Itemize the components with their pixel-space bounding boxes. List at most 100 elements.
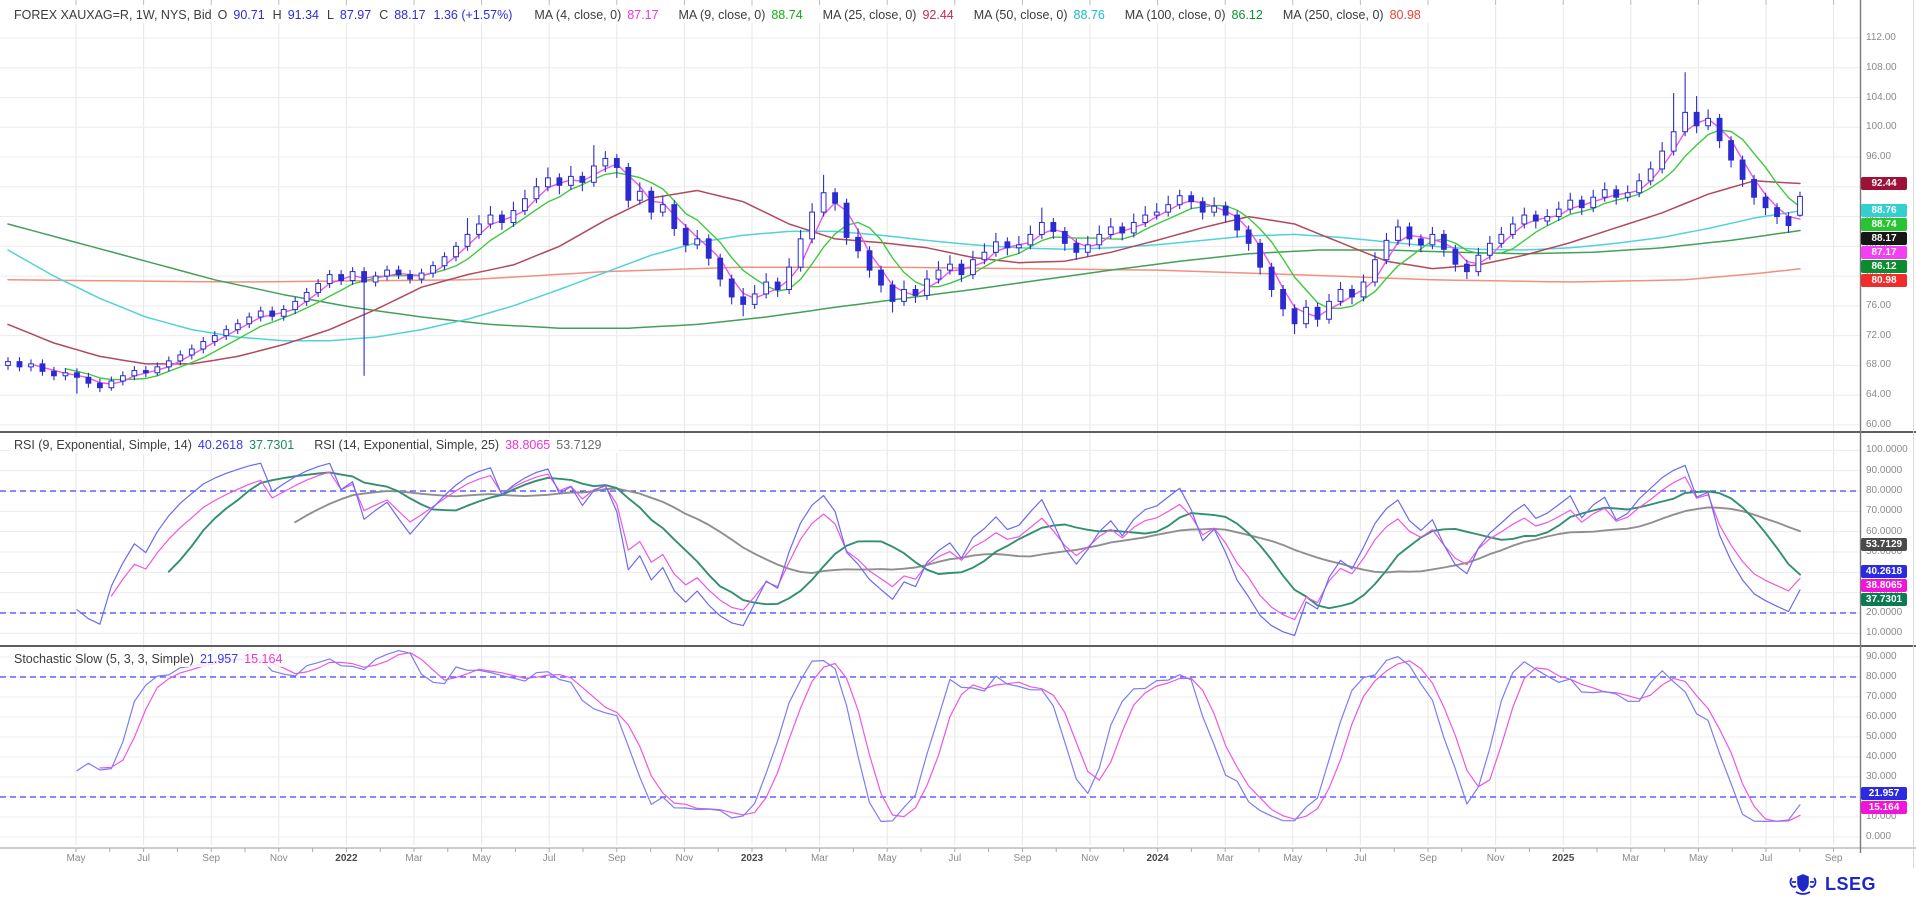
candle-body [1360,281,1367,298]
candle-body [1004,241,1011,249]
candle-body [1038,222,1045,235]
candle-body [1268,266,1275,290]
price-tick-label: 104.00 [1866,91,1897,103]
candle-body [1130,222,1137,234]
candle-body [1521,214,1528,225]
candle-body [1705,117,1712,127]
candle-body [613,158,620,168]
price-badge: 86.12 [1861,260,1907,274]
rsi-legend-value: 37.7301 [249,438,295,452]
candle-body [981,251,988,261]
candle-body [372,275,379,283]
stoch-legend-value: 21.957 [199,652,239,666]
candle-body [1314,306,1321,320]
price-badge: 38.8065 [1861,579,1907,593]
candle-body [1509,223,1516,235]
candle-body [74,372,80,378]
candle-body [1774,207,1780,218]
time-axis-label: 2025 [1552,853,1575,864]
candle-body [1119,226,1126,234]
ma-legend-label: MA (4, close, 0) [534,8,622,22]
candle-body [326,274,333,285]
time-axis-label: Mar [1622,853,1640,864]
main-legend[interactable]: FOREX XAUXAG=R, 1W, NYS, Bid O 90.71 H 91.34… [10,7,1439,23]
time-axis-label: Jul [1759,853,1773,864]
candle-body [843,202,850,238]
rsi-legend[interactable]: RSI (9, Exponential, Simple, 14) 40.2618 3… [10,437,620,453]
rsi-panel[interactable] [0,432,1860,646]
candle-body [1222,205,1229,216]
ohlc-field-label: C [379,8,389,22]
candle-body [464,233,471,247]
candle-body [1797,195,1803,216]
candle-body [349,271,356,282]
time-axis-label: Jul [137,853,150,864]
candle-body [740,296,747,305]
time-axis-label: 2024 [1146,853,1169,864]
candle-body [142,370,149,374]
candle-body [303,291,310,302]
ohlc-field-value: 88.17 [394,8,426,22]
candle-body [1303,306,1309,325]
candle-body [590,165,597,183]
candle-body [1475,254,1482,273]
candle-body [131,370,138,377]
candle-body [1785,216,1792,226]
ohlc-field-label: O [217,8,228,22]
candle-body [361,271,368,283]
candle-body [1188,195,1195,203]
main-chart-panel[interactable] [0,0,1860,432]
candle-body [1176,195,1183,206]
candle-body [62,372,69,377]
candle-body [430,265,436,274]
price-badge: 21.957 [1861,786,1907,800]
price-badge: 88.74 [1861,218,1907,232]
time-axis-label: Sep [202,853,221,864]
price-badge: 37.7301 [1861,593,1907,607]
series-line [7,210,1801,342]
candle-body [5,361,11,366]
candle-body [453,245,459,258]
price-tick-label: 108.00 [1866,61,1897,73]
price-tick-label: 72.00 [1866,329,1892,341]
candle-body [1280,288,1286,310]
candle-body [1555,208,1562,218]
series-line [76,462,1801,637]
time-axis-label: May [66,853,86,864]
candle-body [1142,214,1149,224]
price-tick-label: 112.00 [1866,32,1896,43]
candle-body [1544,216,1551,222]
candle-body [257,310,264,318]
stochastic-legend[interactable]: Stochastic Slow (5, 3, 3, Simple) 21.957 1… [10,651,287,667]
stochastic-panel[interactable] [0,646,1860,848]
candle-body [947,263,953,271]
time-axis-label: Mar [810,853,829,864]
price-badge: 88.17 [1861,232,1907,246]
instrument-title: FOREX XAUXAG=R, 1W, NYS, Bid [14,8,212,22]
candle-body [476,223,482,235]
candle-body [1532,214,1539,222]
candle-body [671,204,678,229]
ma-legend-label: MA (25, close, 0) [822,8,917,22]
candle-body [1670,131,1677,152]
ma-legend-value: 88.74 [771,8,803,22]
lseg-logo: LSEG [1788,872,1876,896]
candle-body [315,283,322,293]
time-axis-label: 2023 [740,853,764,864]
candle-body [1291,308,1298,325]
price-tick-label: 96.00 [1866,151,1892,163]
candle-body [820,192,827,213]
candle-body [866,250,873,271]
time-axis-label: Jul [948,853,962,864]
candle-body [1061,230,1068,244]
ma-legend-label: MA (50, close, 0) [973,8,1068,22]
candle-body [292,300,299,311]
candle-body [487,214,494,225]
candle-body [441,256,448,267]
candle-body [1418,238,1424,246]
price-badge: 87.17 [1861,246,1907,260]
time-axis-label: Mar [1216,853,1234,864]
ma-legend-value: 87.17 [627,8,659,22]
